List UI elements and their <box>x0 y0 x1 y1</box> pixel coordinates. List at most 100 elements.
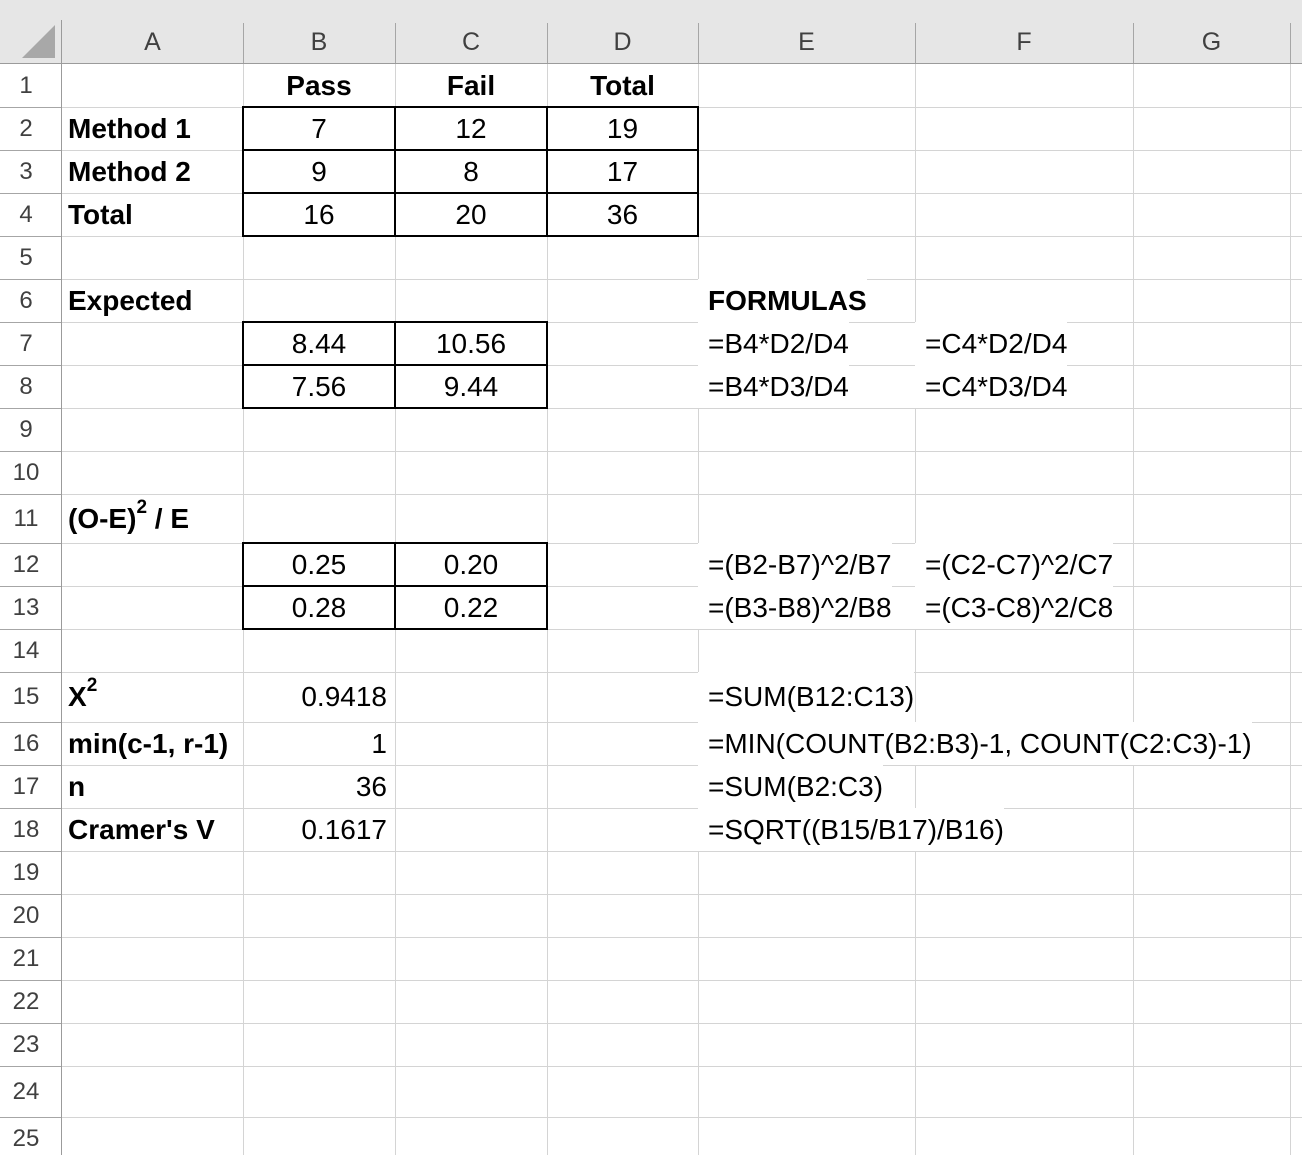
superscript-text: 2 <box>86 675 98 696</box>
cell-D1[interactable]: Total <box>590 69 655 101</box>
row-header-separator <box>0 365 62 366</box>
select-all-corner[interactable] <box>0 20 62 64</box>
row-header-8[interactable]: 8 <box>19 372 33 400</box>
cell-B2[interactable]: 7 <box>311 112 327 144</box>
cell-F13[interactable]: =(C3-C8)^2/C8 <box>915 586 1114 629</box>
gridline <box>62 586 1302 587</box>
cell-E12[interactable]: =(B2-B7)^2/B7 <box>698 543 892 586</box>
row-header-20[interactable]: 20 <box>12 901 40 929</box>
row-header-12[interactable]: 12 <box>12 550 40 578</box>
row-header-1[interactable]: 1 <box>19 71 33 99</box>
row-header-4[interactable]: 4 <box>19 200 33 228</box>
row-header-24[interactable]: 24 <box>12 1077 40 1105</box>
row-header-25[interactable]: 25 <box>12 1124 40 1152</box>
cell-A18[interactable]: Cramer's V <box>68 813 215 845</box>
row-header-separator <box>0 193 62 194</box>
row-header-19[interactable]: 19 <box>12 858 40 886</box>
table-border-B2:D4 <box>242 106 699 237</box>
cell-C4[interactable]: 20 <box>455 198 487 230</box>
cell-F8[interactable]: =C4*D3/D4 <box>915 365 1068 408</box>
cell-E13[interactable]: =(B3-B8)^2/B8 <box>698 586 892 629</box>
cell-B18[interactable]: 0.1617 <box>301 813 387 845</box>
cell-B7[interactable]: 8.44 <box>291 327 347 359</box>
cell-B17[interactable]: 36 <box>355 770 387 802</box>
row-header-2[interactable]: 2 <box>19 114 33 142</box>
cell-E15[interactable]: =SUM(B12:C13) <box>698 672 915 722</box>
column-header-separator <box>1133 23 1134 64</box>
cell-A17[interactable]: n <box>68 770 86 802</box>
gridline <box>62 722 1302 723</box>
row-header-16[interactable]: 16 <box>12 729 40 757</box>
row-header-3[interactable]: 3 <box>19 157 33 185</box>
column-header-B[interactable]: B <box>310 27 328 56</box>
column-header-separator <box>243 23 244 64</box>
cell-E8[interactable]: =B4*D3/D4 <box>698 365 849 408</box>
cell-B1[interactable]: Pass <box>286 69 352 101</box>
row-header-7[interactable]: 7 <box>19 329 33 357</box>
cell-A3[interactable]: Method 2 <box>68 155 191 187</box>
select-all-triangle-icon <box>22 25 55 58</box>
row-header-13[interactable]: 13 <box>12 593 40 621</box>
row-header-11[interactable]: 11 <box>13 504 39 532</box>
cell-C3[interactable]: 8 <box>463 155 479 187</box>
cell-B3[interactable]: 9 <box>311 155 327 187</box>
row-header-21[interactable]: 21 <box>12 944 40 972</box>
cell-F7[interactable]: =C4*D2/D4 <box>915 322 1068 365</box>
cell-D2[interactable]: 19 <box>606 112 639 144</box>
cell-C7[interactable]: 10.56 <box>435 327 507 359</box>
cell-C13[interactable]: 0.22 <box>443 591 499 623</box>
column-header-partial[interactable] <box>1290 20 1302 64</box>
cell-C8[interactable]: 9.44 <box>443 370 499 402</box>
cell-A6[interactable]: Expected <box>68 284 193 316</box>
row-header-separator <box>0 765 62 766</box>
cell-text: (O-E) <box>68 502 137 534</box>
cell-C1[interactable]: Fail <box>446 69 496 101</box>
column-header-E[interactable]: E <box>798 27 815 56</box>
column-header-C[interactable]: C <box>461 27 481 56</box>
gridline <box>62 365 1302 366</box>
row-header-17[interactable]: 17 <box>12 772 40 800</box>
row-header-6[interactable]: 6 <box>19 286 33 314</box>
cell-C12[interactable]: 0.20 <box>443 548 499 580</box>
cell-E17[interactable]: =SUM(B2:C3) <box>698 765 884 808</box>
row-header-23[interactable]: 23 <box>12 1030 40 1058</box>
row-header-15[interactable]: 15 <box>12 683 40 710</box>
row-header-5[interactable]: 5 <box>19 243 33 271</box>
cell-D4[interactable]: 36 <box>606 198 639 230</box>
column-header-A[interactable]: A <box>144 27 161 56</box>
row-header-9[interactable]: 9 <box>19 415 33 443</box>
column-header-D[interactable]: D <box>613 27 632 56</box>
cell-A2[interactable]: Method 1 <box>68 112 191 144</box>
row-header-22[interactable]: 22 <box>12 987 40 1015</box>
cell-E7[interactable]: =B4*D2/D4 <box>698 322 849 365</box>
gridline <box>1290 64 1291 1155</box>
column-header-edge-line <box>0 63 1302 64</box>
row-header-18[interactable]: 18 <box>12 815 40 843</box>
cell-B15[interactable]: 0.9418 <box>301 681 387 712</box>
cell-E6[interactable]: FORMULAS <box>698 279 867 322</box>
cell-D3[interactable]: 17 <box>606 155 639 187</box>
cell-A4[interactable]: Total <box>68 198 133 230</box>
cell-B16[interactable]: 1 <box>371 727 387 759</box>
row-header-separator <box>0 894 62 895</box>
row-header-10[interactable]: 10 <box>12 458 40 486</box>
cell-A11[interactable]: (O-E) 2 / E <box>62 494 189 543</box>
column-header-G[interactable]: G <box>1201 27 1222 56</box>
column-header-F[interactable]: F <box>1016 27 1032 56</box>
gridline <box>62 494 1302 495</box>
cell-B8[interactable]: 7.56 <box>291 370 347 402</box>
cell-B4[interactable]: 16 <box>303 198 335 230</box>
gridline <box>62 279 1302 280</box>
cell-E18[interactable]: =SQRT((B15/B17)/B16) <box>698 808 1004 851</box>
gridline <box>62 1023 1302 1024</box>
cell-F12[interactable]: =(C2-C7)^2/C7 <box>915 543 1114 586</box>
row-header-14[interactable]: 14 <box>12 636 40 664</box>
column-header-separator <box>395 23 396 64</box>
cell-B12[interactable]: 0.25 <box>291 548 347 580</box>
cell-A16[interactable]: min(c-1, r-1) <box>68 727 229 759</box>
row-header-separator <box>0 543 62 544</box>
cell-C2[interactable]: 12 <box>455 112 487 144</box>
cell-E16[interactable]: =MIN(COUNT(B2:B3)-1, COUNT(C2:C3)-1) <box>698 722 1252 765</box>
cell-B13[interactable]: 0.28 <box>291 591 347 623</box>
